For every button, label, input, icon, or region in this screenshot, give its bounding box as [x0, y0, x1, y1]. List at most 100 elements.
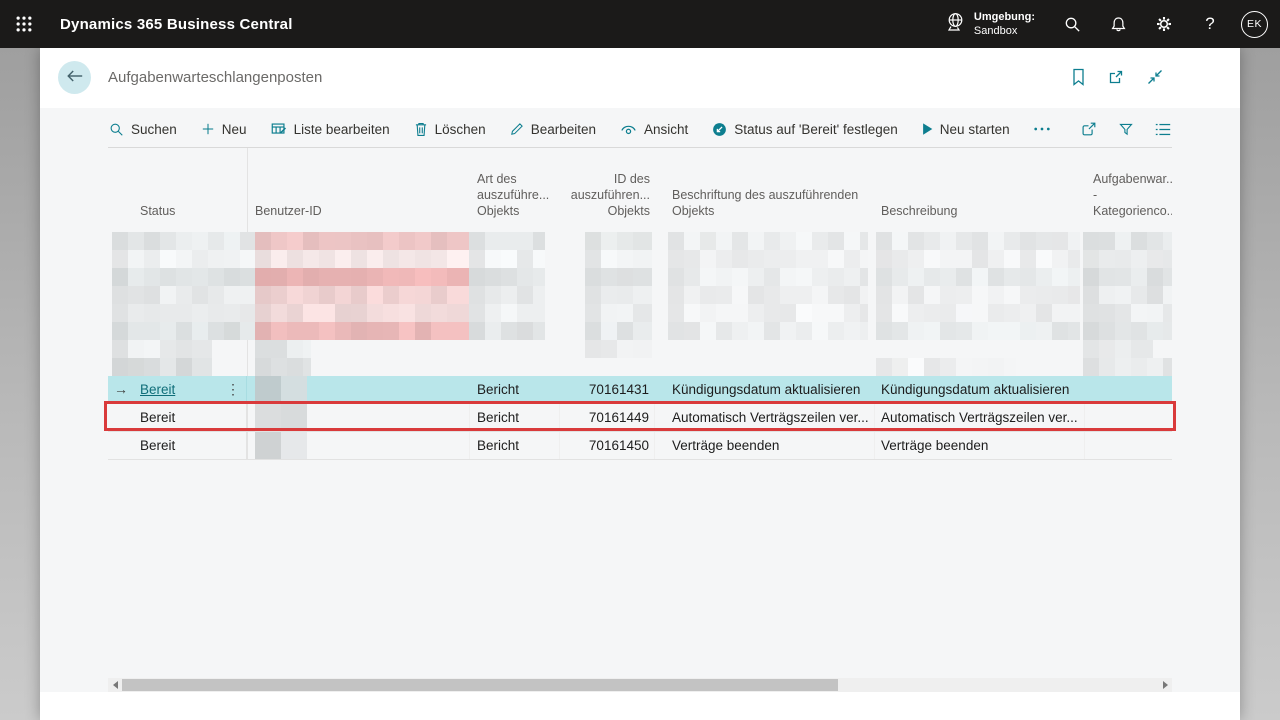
column-header-kategoriencode[interactable]: Aufgabenwar... - Kategorienco... [1093, 172, 1172, 218]
action-teilen[interactable] [1079, 120, 1098, 138]
search-icon[interactable] [1049, 0, 1095, 48]
description-cell[interactable]: Verträge beenden [875, 432, 1085, 459]
action-label: Neu [221, 121, 247, 137]
category-code-cell[interactable] [1085, 432, 1172, 459]
user-id-cell[interactable] [247, 376, 470, 403]
waffle-icon[interactable] [0, 0, 48, 48]
page-card: Aufgabenwarteschlangenposten [40, 48, 1240, 720]
object-caption-cell[interactable]: Kündigungsdatum aktualisieren [655, 376, 875, 403]
dimmed-backdrop: Aufgabenwarteschlangenposten [0, 48, 1280, 720]
redacted-cell [255, 322, 469, 340]
object-id-cell[interactable]: 70161431 [560, 376, 655, 403]
table-rows: → Bereit ⋮ Bericht 70161431 Kündigungsdatum a… [108, 376, 1172, 460]
action-label: Status auf 'Bereit' festlegen [734, 121, 898, 137]
category-code-cell[interactable] [1085, 376, 1172, 403]
column-header-benutzer-id[interactable]: Benutzer-ID [255, 204, 322, 218]
column-header-art-des-objekts[interactable]: Art des auszuführe... Objekts [477, 172, 550, 218]
status-cell[interactable]: → Bereit ⋮ [108, 376, 247, 403]
list-view-icon [1154, 122, 1172, 137]
play-icon [921, 122, 934, 136]
status-link[interactable]: Bereit [140, 382, 176, 397]
redacted-cell [469, 250, 545, 268]
object-type-cell[interactable]: Bericht [470, 432, 560, 459]
column-header-beschreibung[interactable]: Beschreibung [881, 204, 958, 218]
object-caption-cell[interactable]: Automatisch Verträgszeilen ver... [655, 404, 875, 431]
action-status-bereit[interactable]: Status auf 'Bereit' festlegen [711, 121, 898, 138]
status-cell[interactable]: Bereit [108, 404, 247, 431]
action-filter[interactable] [1117, 121, 1135, 138]
redacted-cell [876, 304, 1080, 322]
object-type-cell[interactable]: Bericht [470, 376, 560, 403]
scrollbar-thumb[interactable] [122, 679, 838, 691]
column-header-status[interactable]: Status [140, 204, 176, 218]
globe-icon [944, 11, 966, 38]
action-bearbeiten[interactable]: Bearbeiten [509, 121, 596, 137]
bookmark-icon[interactable] [1071, 68, 1086, 86]
horizontal-scrollbar[interactable] [108, 678, 1172, 692]
cell-value: Automatisch Verträgszeilen ver... [881, 410, 1078, 425]
action-loeschen[interactable]: Löschen [413, 121, 486, 138]
action-neu-starten[interactable]: Neu starten [921, 122, 1010, 137]
help-icon[interactable]: ? [1205, 14, 1215, 33]
table-row-redacted[interactable] [108, 322, 1172, 340]
environment-picker[interactable]: Umgebung: Sandbox [930, 0, 1049, 48]
table-row-redacted[interactable] [108, 286, 1172, 304]
status-cell[interactable]: Bereit [108, 432, 247, 459]
object-id-cell[interactable]: 70161449 [560, 404, 655, 431]
action-label: Ansicht [644, 121, 689, 137]
scroll-left-button[interactable] [108, 678, 122, 692]
description-cell[interactable]: Automatisch Verträgszeilen ver... [875, 404, 1085, 431]
action-label: Liste bearbeiten [293, 121, 390, 137]
back-button[interactable] [58, 61, 91, 94]
action-suchen[interactable]: Suchen [108, 121, 177, 138]
gear-icon[interactable] [1141, 0, 1187, 48]
table-row-redacted[interactable] [108, 340, 1172, 358]
table-row-redacted[interactable] [108, 358, 1172, 376]
table-row[interactable]: Bereit Bericht 70161449 Automatisch Verträg… [108, 404, 1172, 432]
pencil-icon [509, 121, 525, 137]
object-caption-cell[interactable]: Verträge beenden [655, 432, 875, 459]
column-header-beschriftung[interactable]: Beschriftung des auszuführenden Objekts [672, 188, 859, 218]
cell-value: Kündigungsdatum aktualisieren [672, 382, 861, 397]
column-header-id-des-objekts[interactable]: ID des auszuführen... Objekts [570, 172, 650, 218]
scroll-right-button[interactable] [1158, 678, 1172, 692]
redacted-cell [668, 304, 868, 322]
job-queue-entries-table: Status Benutzer-ID Art des auszuführe... Obj… [104, 148, 1176, 600]
object-id-cell[interactable]: 70161450 [560, 432, 655, 459]
redacted-cell [112, 304, 255, 322]
redacted-user-id [255, 404, 307, 431]
redacted-cell [585, 232, 652, 250]
action-listenansicht[interactable] [1154, 122, 1172, 137]
table-row-redacted[interactable] [108, 232, 1172, 250]
open-in-new-window-icon[interactable] [1107, 68, 1125, 86]
bell-icon[interactable] [1095, 0, 1141, 48]
row-context-menu-icon[interactable]: ⋮ [226, 381, 240, 397]
table-row-redacted[interactable] [108, 250, 1172, 268]
table-row-redacted[interactable] [108, 304, 1172, 322]
user-id-cell[interactable] [247, 432, 470, 459]
avatar[interactable]: EK [1241, 10, 1268, 38]
eye-icon [619, 121, 638, 137]
redacted-cell [876, 268, 1080, 286]
action-liste-bearbeiten[interactable]: Liste bearbeiten [270, 120, 390, 138]
redacted-cell [112, 268, 255, 286]
action-neu[interactable]: Neu [200, 121, 247, 137]
redacted-cell [112, 250, 255, 268]
action-mehr-optionen[interactable] [1033, 126, 1051, 132]
redacted-cell [668, 232, 868, 250]
table-row-redacted[interactable] [108, 268, 1172, 286]
back-arrow-icon [66, 69, 84, 86]
object-type-cell[interactable]: Bericht [470, 404, 560, 431]
category-code-cell[interactable] [1085, 404, 1172, 431]
user-id-cell[interactable] [247, 404, 470, 431]
action-label: Neu starten [939, 121, 1010, 137]
table-row[interactable]: → Bereit ⋮ Bericht 70161431 Kündigungsdatum a… [108, 376, 1172, 404]
action-bar-items: Suchen Neu Liste bearbeiten Löschen Bearbeit… [108, 120, 1051, 138]
table-row[interactable]: Bereit Bericht 70161450 Verträge beenden Ver… [108, 432, 1172, 460]
redacted-cell [112, 340, 212, 358]
collapse-icon[interactable] [1146, 68, 1164, 86]
more-icon [1033, 126, 1051, 132]
action-ansicht[interactable]: Ansicht [619, 121, 688, 137]
edit-list-icon [270, 120, 288, 138]
description-cell[interactable]: Kündigungsdatum aktualisieren [875, 376, 1085, 403]
